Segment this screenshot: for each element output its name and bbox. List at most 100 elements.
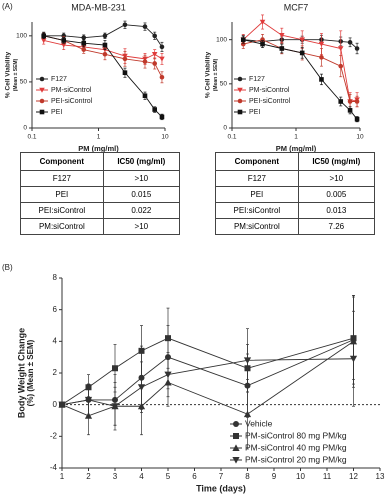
marker — [152, 61, 157, 66]
chart-title: MDA-MB-231 — [71, 2, 126, 12]
x-tick-label: 10 — [356, 134, 364, 141]
marker — [159, 114, 165, 120]
marker — [152, 33, 157, 39]
marker — [152, 107, 157, 112]
y-tick-label: 100 — [16, 33, 27, 40]
table-cell: >10 — [102, 170, 181, 187]
table-row: Component IC50 (mg/ml) — [20, 152, 181, 171]
table-row: F127 >10 — [215, 170, 376, 187]
ic50-table: Component IC50 (mg/ml) F127 >10 PEI 0.015 PEI:… — [20, 152, 181, 235]
legend-marker — [237, 98, 243, 104]
marker — [138, 347, 145, 354]
marker — [349, 355, 358, 363]
table-row: Component IC50 (mg/ml) — [215, 152, 376, 171]
x-tick-label: 0.1 — [227, 134, 236, 141]
y-tick-label: 0 — [223, 125, 227, 132]
legend-marker — [237, 76, 243, 82]
y-tick-label: 50 — [220, 81, 228, 88]
x-tick-label: 11 — [323, 472, 332, 481]
marker — [347, 40, 353, 45]
marker — [337, 46, 344, 52]
x-axis-label: PM (mg/ml) — [78, 144, 119, 153]
marker — [81, 35, 87, 40]
marker — [112, 365, 118, 372]
table-cell: Component — [215, 152, 299, 171]
y-axis-label: Body Weight Change — [16, 328, 26, 418]
series-line — [43, 39, 163, 60]
legend-marker — [233, 433, 239, 439]
table-cell: IC50 (mg/ml) — [297, 152, 376, 171]
y-tick-label: -2 — [50, 431, 58, 440]
x-axis-label: PM (mg/ml) — [276, 144, 317, 153]
marker — [299, 37, 305, 43]
marker — [318, 41, 325, 47]
table-cell: Component — [20, 152, 104, 171]
y-tick-label: 0 — [53, 400, 58, 409]
legend-label: PM-siControl — [249, 87, 290, 94]
marker — [243, 357, 252, 364]
marker — [81, 47, 87, 52]
marker — [338, 99, 344, 104]
y-tick-label: 8 — [53, 273, 58, 282]
legend-marker — [232, 457, 240, 464]
marker — [151, 51, 158, 58]
legend-label: PEI-siControl — [249, 98, 291, 105]
y-axis-label: % Cell Viability — [205, 52, 212, 99]
x-tick-label: 7 — [219, 472, 224, 481]
table-cell: IC50 (mg/ml) — [102, 152, 181, 171]
x-tick-label: 10 — [296, 472, 305, 481]
x-tick-label: 12 — [349, 472, 358, 481]
y-axis-label: % Cell Viability — [5, 52, 12, 99]
x-tick-label: 13 — [376, 472, 385, 481]
y-tick-label: 0 — [23, 125, 27, 132]
marker — [259, 19, 266, 25]
marker — [338, 63, 344, 69]
x-tick-label: 1 — [60, 472, 65, 481]
x-tick-label: 1 — [97, 134, 101, 141]
marker — [41, 33, 47, 39]
marker — [347, 108, 353, 113]
table-cell: PEI — [215, 186, 299, 203]
legend-label: F127 — [51, 76, 67, 83]
marker — [58, 401, 66, 409]
table-row: F127 >10 — [20, 170, 181, 187]
y-axis-label: (Mean ± SEM) — [13, 58, 19, 91]
table-cell: PEI — [20, 186, 104, 203]
series-line — [61, 339, 354, 406]
x-tick-label: 4 — [139, 472, 144, 481]
marker — [347, 99, 353, 104]
series-line — [43, 35, 163, 118]
table-row: PM:siControl 7.26 — [215, 218, 376, 235]
panel-label: (A) — [2, 2, 13, 11]
x-tick-label: 5 — [166, 472, 171, 481]
panel-label: (B) — [2, 263, 13, 272]
marker — [159, 44, 165, 50]
table-cell: PEI:siControl — [20, 202, 104, 219]
y-axis-label: (Mean ± SEM) — [213, 58, 219, 91]
series-line — [242, 21, 358, 103]
y-tick-label: 50 — [20, 79, 28, 86]
marker — [84, 396, 93, 404]
marker — [354, 46, 360, 51]
y-tick-label: -4 — [50, 463, 58, 472]
table-cell: 0.022 — [102, 202, 181, 219]
table-cell: 0.015 — [102, 186, 181, 203]
legend-marker — [39, 87, 45, 93]
legend-label: PEI — [249, 109, 260, 116]
marker — [260, 41, 265, 47]
marker — [102, 51, 108, 57]
marker — [142, 93, 148, 99]
table-row: PEI 0.015 — [20, 186, 181, 203]
marker — [299, 50, 305, 56]
marker — [122, 70, 128, 75]
legend-label: PEI — [51, 109, 62, 116]
marker — [159, 75, 165, 80]
marker — [81, 40, 87, 46]
marker — [240, 37, 246, 42]
legend-marker — [237, 109, 243, 115]
marker — [122, 22, 128, 28]
series-line — [243, 39, 358, 102]
marker — [137, 384, 146, 391]
marker — [164, 371, 172, 379]
